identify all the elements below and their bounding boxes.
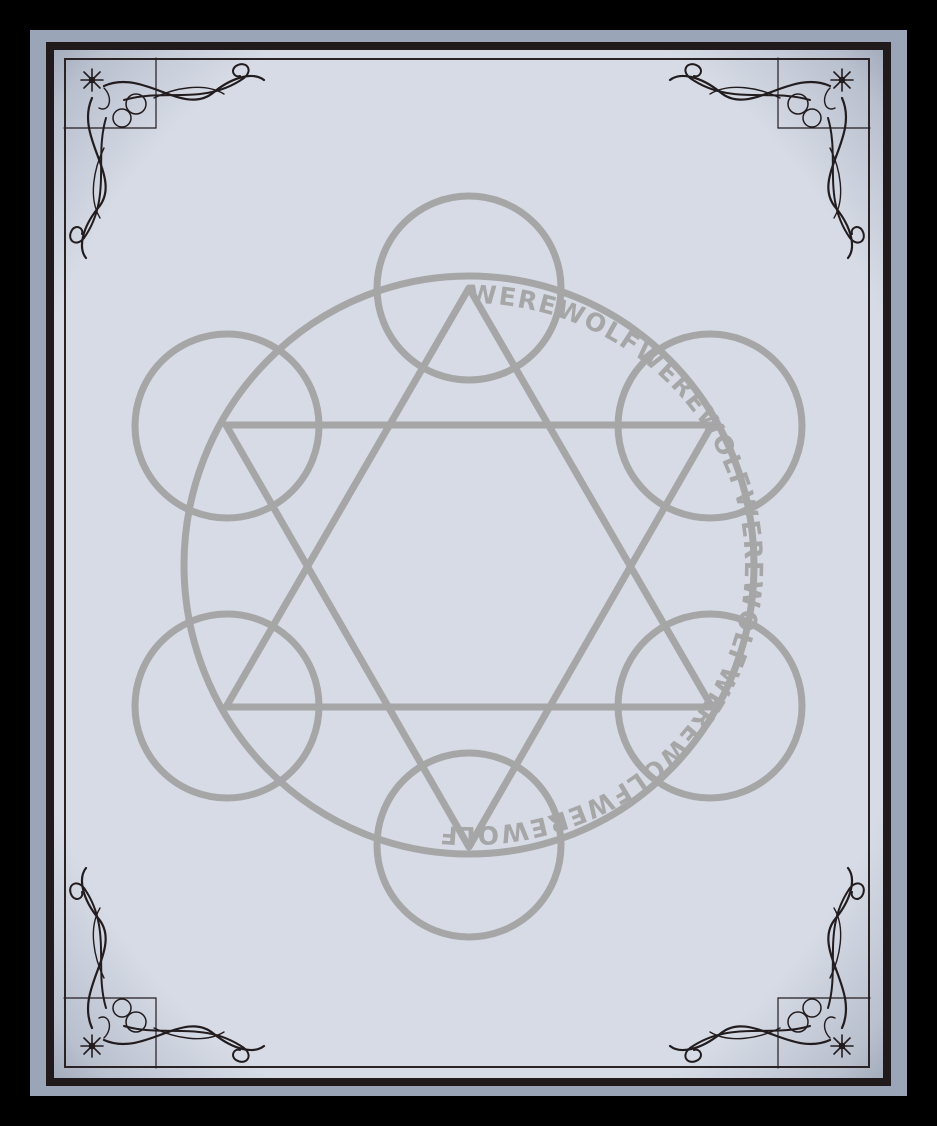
inner-border-line [64, 58, 870, 1068]
triangle-down [222, 421, 716, 851]
node-circle-bottom-left [131, 610, 323, 802]
node-circle-top-left [131, 330, 323, 522]
triangle-up [222, 284, 716, 711]
outer-ring [180, 272, 758, 858]
corner-ornament-top-right [668, 56, 872, 260]
node-circle-top [373, 192, 565, 384]
node-circle-bottom [373, 749, 565, 941]
ring-text: WEREWOLFWEREWOLFWEREWOLFWEREWOLFWEREWOLF [438, 280, 768, 850]
corner-ornament-top-left [62, 56, 266, 260]
card-face [54, 50, 883, 1078]
hexagram-emblem [131, 192, 806, 941]
corner-ornament-bottom-right [668, 866, 872, 1070]
inner-ring [217, 307, 721, 823]
corner-ornament-bottom-left [62, 866, 266, 1070]
node-circle-top-right [614, 330, 806, 522]
node-circle-bottom-right [614, 610, 806, 802]
